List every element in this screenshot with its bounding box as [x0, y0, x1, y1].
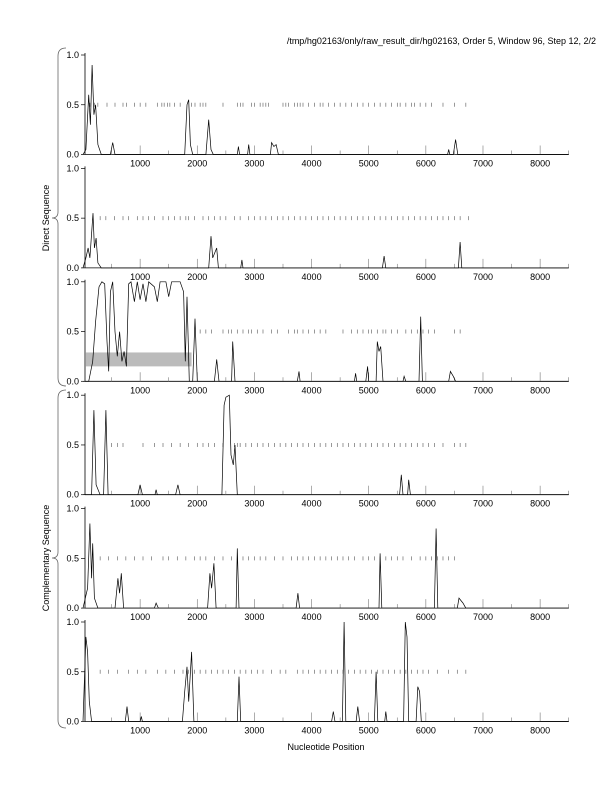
x-tick-label: 5000: [359, 159, 379, 169]
x-tick-label: 6000: [416, 612, 436, 622]
x-tick-label: 2000: [187, 499, 207, 509]
series-line: [82, 213, 569, 269]
y-tick-label: 1.0: [66, 50, 79, 60]
x-tick-label: 8000: [530, 612, 550, 622]
y-tick-label: 0.0: [66, 376, 79, 386]
group-brace-direct: [51, 47, 67, 387]
x-tick-label: 6000: [416, 726, 436, 736]
x-tick-label: 5000: [359, 612, 379, 622]
x-tick-label: 6000: [416, 159, 436, 169]
x-tick-label: 7000: [473, 726, 493, 736]
x-tick-label: 1000: [130, 385, 150, 395]
x-tick-label: 7000: [473, 272, 493, 282]
series-line: [83, 394, 569, 496]
highlight-band: [85, 352, 192, 367]
x-tick-label: 4000: [302, 159, 322, 169]
x-tick-label: 4000: [302, 612, 322, 622]
series-line: [82, 621, 569, 722]
group-label-complementary: Complementary Sequence: [41, 505, 51, 612]
x-tick-label: 5000: [359, 385, 379, 395]
y-tick-label: 1.0: [66, 163, 79, 173]
x-tick-label: 4000: [302, 499, 322, 509]
x-tick-label: 5000: [359, 499, 379, 509]
y-tick-label: 1.0: [66, 277, 79, 287]
panel-6: 0.0 0.5 1.0 1000 2000 3000 4000 5000 6000 7000 800…: [66, 617, 570, 736]
y-tick-label: 0.5: [66, 100, 79, 110]
x-axis-label: Nucleotide Position: [287, 742, 364, 752]
x-tick-label: 2000: [187, 726, 207, 736]
x-tick-label: 1000: [130, 499, 150, 509]
x-tick-label: 8000: [530, 272, 550, 282]
x-tick-label: 4000: [302, 726, 322, 736]
x-tick-label: 7000: [473, 159, 493, 169]
x-tick-label: 1000: [130, 726, 150, 736]
group-brace-complementary: [51, 389, 67, 729]
y-tick-label: 0.0: [66, 150, 79, 160]
panel-5: 0.0 0.5 1.0 1000 2000 3000 4000 5000 6000 7000 800…: [66, 504, 570, 622]
x-tick-label: 3000: [244, 385, 264, 395]
series-line: [82, 64, 569, 155]
series-line: [82, 523, 569, 609]
x-tick-label: 3000: [244, 726, 264, 736]
x-tick-label: 6000: [416, 499, 436, 509]
y-tick-label: 0.5: [66, 440, 79, 450]
y-tick-label: 1.0: [66, 390, 79, 400]
x-tick-label: 1000: [130, 612, 150, 622]
x-tick-label: 7000: [473, 385, 493, 395]
x-tick-label: 3000: [244, 612, 264, 622]
x-tick-label: 2000: [187, 159, 207, 169]
x-tick-label: 3000: [244, 159, 264, 169]
series-line: [83, 281, 569, 382]
x-tick-label: 8000: [530, 726, 550, 736]
panel-1: 0.0 0.5 1.0 1000 2000 3000 4000 5000 6000 7000 800…: [66, 50, 570, 169]
x-tick-label: 8000: [530, 499, 550, 509]
x-tick-label: 1000: [130, 159, 150, 169]
x-tick-label: 1000: [130, 272, 150, 282]
x-tick-label: 5000: [359, 726, 379, 736]
x-tick-label: 3000: [244, 499, 264, 509]
x-tick-label: 6000: [416, 385, 436, 395]
y-tick-label: 0.0: [66, 603, 79, 613]
y-tick-label: 0.5: [66, 553, 79, 563]
x-tick-label: 7000: [473, 612, 493, 622]
x-tick-label: 2000: [187, 385, 207, 395]
y-tick-label: 0.0: [66, 263, 79, 273]
x-tick-label: 8000: [530, 159, 550, 169]
x-tick-label: 8000: [530, 385, 550, 395]
y-tick-label: 0.5: [66, 213, 79, 223]
panel-4: 0.0 0.5 1.0 1000 2000 3000 4000 5000 6000 7000 800…: [66, 390, 570, 509]
y-tick-label: 0.5: [66, 327, 79, 337]
x-tick-label: 2000: [187, 272, 207, 282]
x-tick-label: 6000: [416, 272, 436, 282]
y-tick-label: 0.0: [66, 490, 79, 500]
group-label-direct: Direct Sequence: [41, 185, 51, 252]
y-tick-label: 1.0: [66, 504, 79, 514]
y-tick-label: 1.0: [66, 617, 79, 627]
y-tick-label: 0.0: [66, 717, 79, 727]
x-tick-label: 3000: [244, 272, 264, 282]
x-tick-label: 4000: [302, 272, 322, 282]
panel-2: 0.0 0.5 1.0 1000 2000 3000 4000 5000 6000 7000 800…: [66, 163, 570, 282]
chart-title: /tmp/hg02163/only/raw_result_dir/hg02163…: [287, 36, 596, 46]
x-tick-label: 2000: [187, 612, 207, 622]
y-tick-label: 0.5: [66, 667, 79, 677]
x-tick-label: 7000: [473, 499, 493, 509]
panel-3: 0.0 0.5 1.0 1000 2000 3000 4000 5000 6000 7000 800…: [66, 277, 570, 395]
x-tick-label: 4000: [302, 385, 322, 395]
x-tick-label: 5000: [359, 272, 379, 282]
